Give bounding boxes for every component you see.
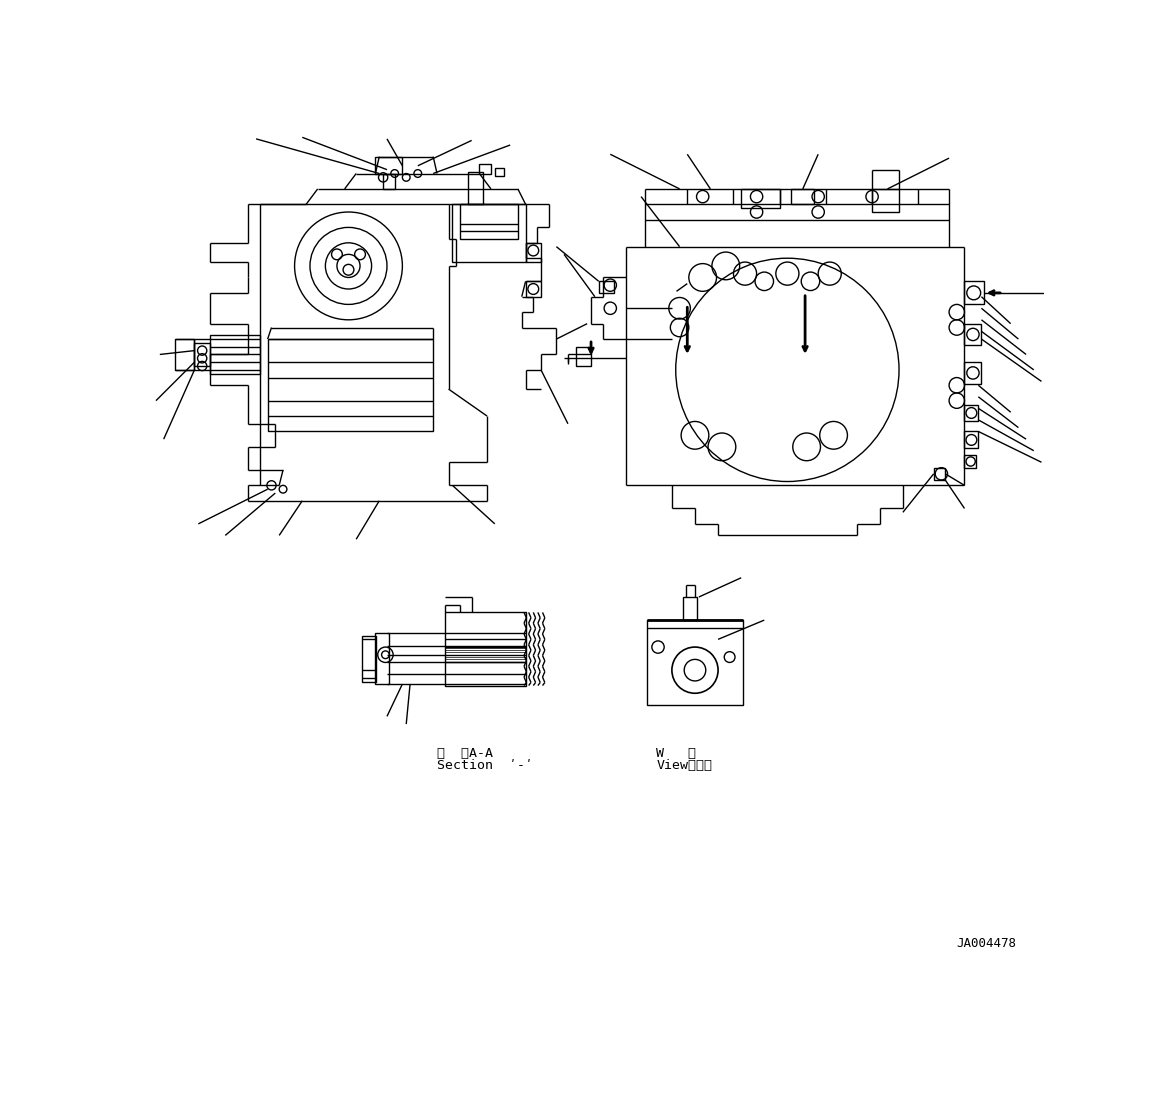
Bar	[964, 432, 978, 448]
Bar	[648, 620, 743, 705]
Bar	[444, 612, 526, 685]
Bar	[526, 281, 541, 296]
Bar	[194, 343, 209, 366]
Text: Viewʺʺʺ: Viewʺʺʺ	[656, 760, 713, 773]
Bar	[452, 204, 526, 262]
Bar	[267, 339, 433, 432]
Bar	[964, 362, 982, 384]
Text: JA004478: JA004478	[957, 937, 1016, 950]
Bar	[376, 156, 402, 174]
Bar	[383, 174, 394, 189]
Text: Section  ʹ-ʹ: Section ʹ-ʹ	[437, 760, 533, 773]
Bar	[479, 164, 491, 174]
Bar	[791, 189, 814, 204]
Text: W   視: W 視	[656, 748, 697, 760]
Bar	[872, 189, 899, 212]
Bar	[964, 324, 982, 345]
Bar	[468, 172, 484, 204]
Bar	[741, 189, 779, 208]
Bar	[209, 336, 261, 374]
Bar	[176, 339, 194, 369]
Bar	[461, 204, 518, 239]
Bar	[934, 469, 946, 480]
Bar	[684, 597, 698, 620]
Bar	[526, 243, 541, 262]
Bar	[964, 281, 984, 305]
Bar	[363, 635, 376, 682]
Bar	[599, 281, 614, 293]
Text: 断  面A-A: 断 面A-A	[437, 748, 493, 760]
Bar	[964, 404, 978, 422]
Bar	[494, 168, 504, 176]
Bar	[576, 346, 591, 366]
Bar	[964, 455, 976, 469]
Bar	[376, 633, 390, 684]
